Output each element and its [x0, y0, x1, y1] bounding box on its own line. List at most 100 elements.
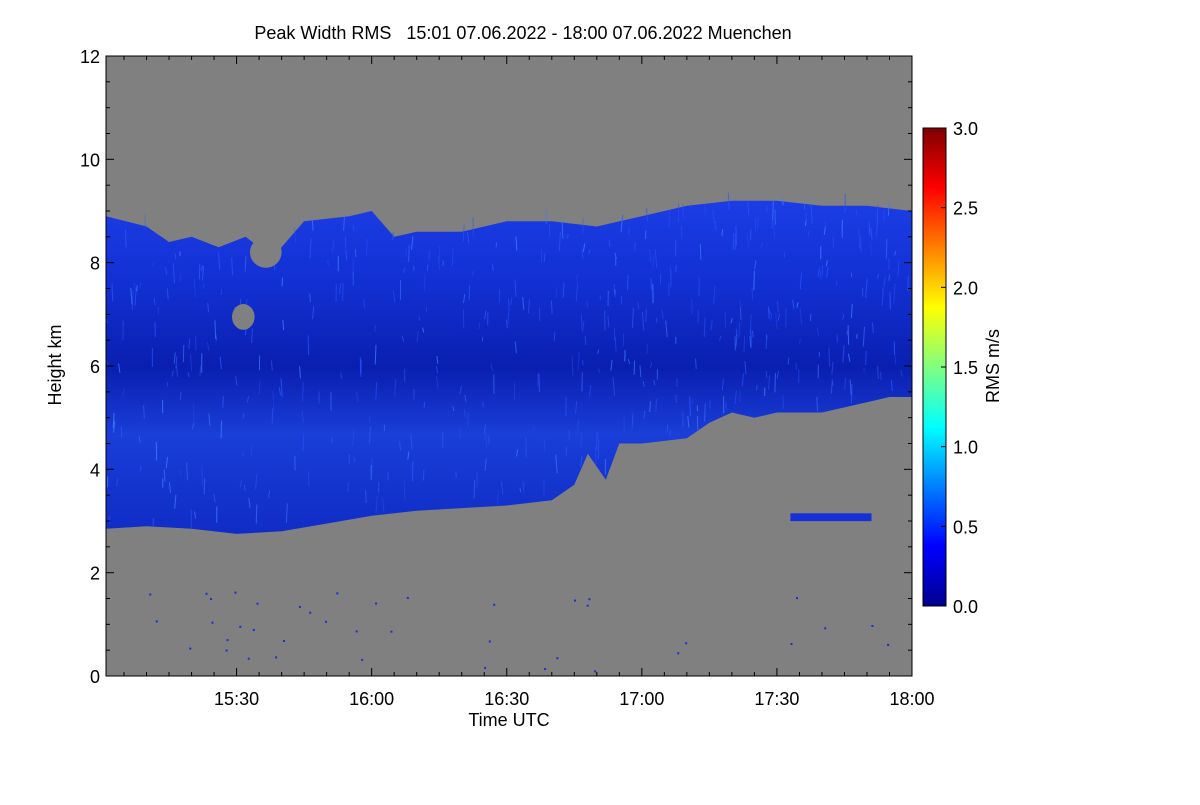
noise-echo: [356, 630, 358, 632]
noise-echo: [824, 627, 826, 629]
signal-texture: [739, 323, 740, 339]
signal-texture: [696, 359, 697, 370]
noise-echo: [235, 592, 237, 594]
isolated-echo: [790, 513, 871, 521]
noise-echo: [210, 598, 212, 600]
noise-echo: [574, 600, 576, 602]
colorbar-tick-label: 1.5: [953, 358, 978, 378]
noise-echo: [375, 603, 377, 605]
colorbar-ticks: 0.00.51.01.52.02.53.0: [941, 119, 978, 617]
signal-texture: [888, 202, 889, 216]
signal-texture: [468, 412, 469, 427]
signal-texture: [109, 516, 110, 523]
noise-echo: [189, 648, 191, 650]
x-tick-label: 15:30: [214, 689, 259, 709]
signal-texture: [496, 243, 497, 248]
noise-echo: [587, 605, 589, 607]
signal-texture: [180, 392, 181, 400]
signal-texture: [817, 397, 818, 411]
signal-texture: [223, 396, 224, 408]
signal-texture: [308, 471, 309, 486]
chart-title: Peak Width RMS 15:01 07.06.2022 - 18:00 …: [254, 23, 791, 43]
noise-echo: [588, 598, 590, 600]
signal-texture: [216, 335, 217, 341]
signal-texture: [895, 354, 896, 365]
signal-texture: [744, 336, 745, 352]
signal-texture: [251, 444, 252, 456]
noise-echo: [299, 606, 301, 608]
signal-texture: [681, 227, 682, 239]
noise-echo: [489, 641, 491, 643]
noise-echo: [206, 593, 208, 595]
signal-texture: [308, 335, 309, 355]
signal-texture: [341, 373, 342, 379]
signal-texture: [862, 288, 863, 297]
signal-texture: [667, 425, 668, 432]
signal-texture: [825, 221, 826, 226]
signal-texture: [452, 248, 453, 267]
signal-texture: [773, 201, 774, 221]
signal-texture: [245, 256, 246, 271]
signal-texture: [740, 307, 741, 320]
signal-texture: [424, 402, 425, 409]
noise-echo: [253, 629, 255, 631]
signal-texture: [520, 488, 521, 492]
signal-texture: [583, 218, 584, 234]
signal-texture: [544, 438, 545, 451]
signal-texture: [736, 226, 737, 246]
noise-echo: [796, 597, 798, 599]
y-axis-label: Height km: [45, 324, 65, 405]
y-tick-label: 2: [90, 564, 100, 584]
signal-texture: [628, 275, 629, 290]
noise-echo: [390, 631, 392, 633]
colorbar-tick-label: 0.5: [953, 517, 978, 537]
signal-texture: [638, 302, 639, 309]
signal-texture: [769, 307, 770, 319]
signal-texture: [539, 374, 540, 392]
signal-texture: [243, 413, 244, 419]
noise-echo: [239, 626, 241, 628]
signal-texture: [364, 299, 365, 309]
signal-texture: [614, 328, 615, 341]
noise-echo: [309, 612, 311, 614]
noise-echo: [685, 642, 687, 644]
signal-texture: [836, 281, 837, 285]
signal-texture: [474, 480, 475, 498]
signal-texture: [676, 395, 677, 403]
signal-texture: [832, 379, 833, 386]
x-tick-label: 17:30: [754, 689, 799, 709]
signal-texture: [376, 507, 377, 513]
signal-texture: [754, 271, 755, 291]
signal-texture: [581, 315, 582, 330]
signal-texture: [199, 264, 200, 280]
colorbar-tick-label: 0.0: [953, 597, 978, 617]
x-tick-label: 18:00: [889, 689, 934, 709]
signal-texture: [529, 299, 530, 313]
signal-texture: [725, 312, 726, 328]
x-axis-label: Time UTC: [468, 710, 549, 730]
signal-texture: [156, 442, 157, 461]
signal-texture: [509, 299, 510, 312]
signal-texture: [153, 263, 154, 267]
signal-texture: [886, 239, 887, 259]
x-tick-label: 16:00: [349, 689, 394, 709]
signal-texture: [634, 361, 635, 375]
signal-texture: [524, 482, 525, 489]
noise-echo: [871, 625, 873, 627]
signal-texture: [409, 245, 410, 262]
signal-texture: [595, 447, 596, 465]
noise-echo: [283, 640, 285, 642]
colorbar-tick-label: 1.0: [953, 438, 978, 458]
signal-texture: [775, 373, 776, 392]
y-tick-label: 12: [80, 47, 100, 67]
noise-echo: [544, 668, 546, 670]
signal-texture: [493, 264, 494, 271]
signal-gap: [250, 237, 282, 268]
signal-texture: [842, 225, 843, 237]
signal-texture: [848, 325, 849, 345]
signal-texture: [783, 197, 784, 205]
x-tick-label: 16:30: [484, 689, 529, 709]
noise-echo: [248, 658, 250, 660]
signal-texture: [473, 271, 474, 276]
